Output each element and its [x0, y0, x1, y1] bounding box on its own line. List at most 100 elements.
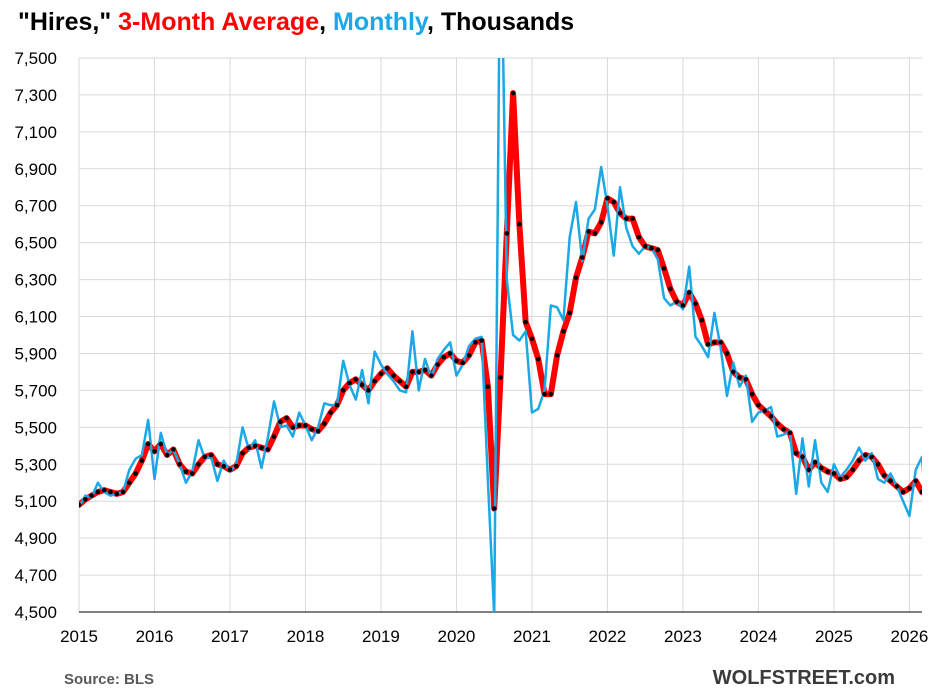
- avg-data-point: [334, 402, 340, 408]
- y-tick-label: 6,700: [14, 197, 57, 216]
- series-line-3-month-average: [79, 90, 922, 512]
- avg-data-point: [372, 378, 377, 384]
- title-part-avg: 3-Month Average: [118, 8, 319, 36]
- x-axis-ticks: 2015 2016 2017 2018 2019 2020 2021 2022 2023 2024…: [60, 627, 928, 646]
- avg-data-point: [177, 461, 182, 467]
- avg-data-point: [416, 369, 422, 375]
- title-part-thousands: , Thousands: [427, 8, 574, 36]
- y-tick-label: 6,100: [14, 308, 57, 327]
- y-tick-label: 5,100: [14, 492, 57, 511]
- avg-data-point: [705, 341, 711, 347]
- y-tick-label: 7,100: [14, 123, 57, 142]
- avg-data-point: [907, 485, 912, 491]
- avg-data-point: [756, 402, 761, 408]
- avg-data-point: [592, 231, 598, 236]
- avg-data-point: [850, 467, 856, 473]
- avg-data-point: [523, 319, 528, 325]
- avg-data-point: [259, 445, 264, 450]
- x-tick-label: 2026: [891, 627, 929, 646]
- avg-data-point: [164, 452, 170, 458]
- avg-data-point: [605, 196, 610, 201]
- chart-title: "Hires," 3-Month Average, Monthly, Thous…: [18, 8, 574, 36]
- avg-data-point: [233, 463, 239, 469]
- avg-data-point: [837, 476, 843, 482]
- avg-data-point: [598, 220, 604, 225]
- avg-data-point: [894, 484, 900, 489]
- avg-data-point: [831, 471, 837, 476]
- avg-data-point: [378, 371, 384, 377]
- y-tick-label: 6,500: [14, 234, 57, 253]
- avg-data-point: [171, 447, 176, 452]
- avg-data-point: [120, 489, 126, 495]
- avg-data-point: [114, 491, 120, 497]
- avg-data-point: [353, 377, 359, 382]
- avg-data-point: [749, 391, 755, 397]
- avg-data-point: [649, 245, 654, 251]
- avg-data-point: [491, 506, 497, 511]
- avg-data-point: [819, 465, 824, 471]
- avg-data-point: [636, 234, 642, 240]
- avg-data-point: [655, 247, 661, 253]
- avg-data-point: [737, 375, 742, 380]
- avg-data-point: [158, 441, 164, 447]
- avg-data-point: [743, 377, 749, 382]
- avg-data-point: [900, 489, 906, 495]
- avg-data-point: [504, 231, 510, 236]
- y-tick-label: 5,700: [14, 381, 57, 400]
- y-tick-label: 7,500: [14, 49, 57, 68]
- avg-data-point: [498, 375, 503, 380]
- avg-data-point: [391, 373, 396, 378]
- avg-data-point: [246, 445, 252, 450]
- y-tick-label: 6,900: [14, 160, 57, 179]
- avg-data-point: [611, 199, 617, 205]
- avg-data-point: [844, 474, 849, 480]
- avg-data-point: [542, 391, 547, 397]
- avg-data-point: [79, 502, 82, 508]
- avg-data-point: [680, 303, 686, 308]
- y-axis-ticks: 4,500 4,700 4,900 5,100 5,300 5,500 5,700 5,900…: [14, 49, 57, 622]
- avg-data-point: [227, 467, 233, 473]
- avg-data-point: [768, 413, 774, 419]
- avg-data-point: [410, 369, 415, 375]
- x-tick-label: 2023: [664, 627, 702, 646]
- avg-data-point: [447, 351, 453, 356]
- avg-data-point: [359, 382, 365, 388]
- avg-data-point: [428, 373, 434, 378]
- avg-data-point: [454, 358, 459, 364]
- avg-data-point: [208, 452, 214, 458]
- avg-data-point: [548, 391, 554, 397]
- x-tick-label: 2017: [211, 627, 249, 646]
- avg-data-point: [265, 447, 271, 452]
- avg-data-point: [642, 244, 648, 249]
- avg-data-point: [240, 450, 245, 456]
- x-tick-label: 2025: [815, 627, 853, 646]
- source-label: Source: BLS: [64, 671, 154, 688]
- avg-data-point: [108, 489, 113, 495]
- x-tick-label: 2020: [438, 627, 476, 646]
- avg-data-point: [888, 478, 893, 484]
- avg-data-point: [856, 458, 862, 463]
- gridlines: [78, 57, 922, 613]
- avg-data-point: [466, 353, 472, 358]
- avg-data-point: [781, 426, 786, 432]
- avg-data-point: [133, 471, 138, 476]
- avg-data-point: [699, 317, 705, 323]
- avg-data-point: [863, 452, 868, 458]
- avg-data-point: [806, 467, 812, 473]
- avg-data-point: [573, 275, 579, 281]
- avg-data-point: [422, 367, 428, 373]
- avg-data-point: [152, 449, 157, 454]
- x-tick-label: 2024: [740, 627, 778, 646]
- avg-data-point: [215, 461, 220, 467]
- avg-data-point: [579, 255, 585, 260]
- avg-data-point: [202, 454, 208, 460]
- avg-data-point: [787, 430, 793, 436]
- avg-data-point: [775, 421, 780, 426]
- avg-data-point: [145, 441, 151, 447]
- avg-data-point: [284, 415, 289, 421]
- avg-data-point: [139, 458, 145, 463]
- avg-data-point: [712, 340, 717, 345]
- avg-data-point: [340, 388, 346, 393]
- avg-data-point: [221, 463, 226, 469]
